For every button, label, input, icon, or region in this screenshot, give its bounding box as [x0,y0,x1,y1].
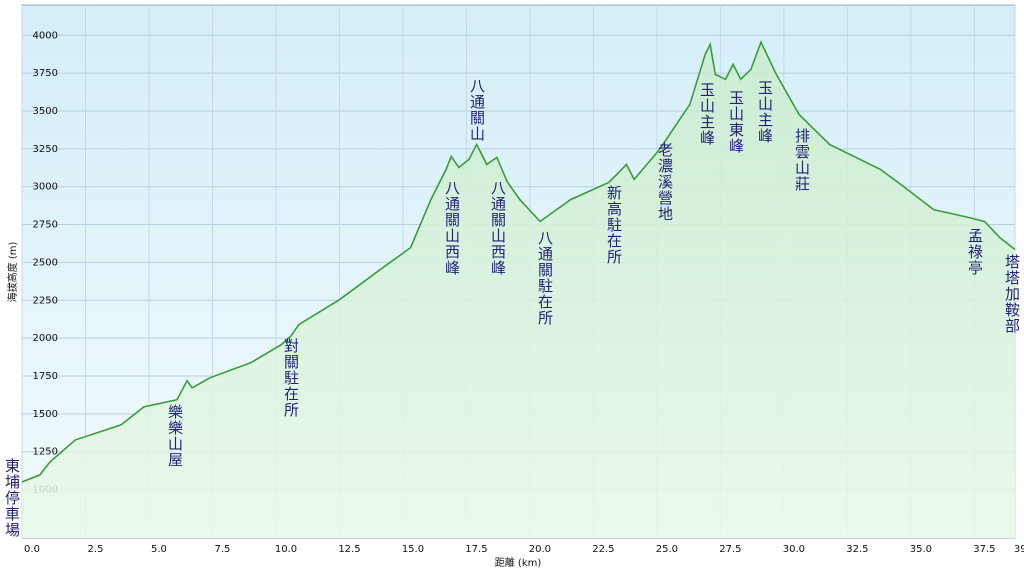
y-tick-label: 2000 [33,333,58,344]
y-tick-label: 4000 [33,30,58,41]
annotation: 塔塔加鞍部 [1003,254,1021,334]
y-tick-label: 2750 [33,220,58,231]
y-tick-label: 3750 [33,68,58,79]
annotation: 八通關山西峰 [443,180,461,276]
x-tick-label: 30.0 [783,544,805,555]
x-axis-title: 距離 (km) [495,556,542,569]
y-tick-label: 3250 [33,144,58,155]
y-tick-label: 1250 [33,447,58,458]
x-tick-label: 39.1 [1014,544,1024,555]
annotation: 八通關駐在所 [536,230,554,326]
annotation: 樂樂山屋 [166,404,184,468]
annotation: 對關駐在所 [282,338,300,418]
annotation: 玉山主峰 [756,80,774,144]
y-axis-title: 海拔高度 (m) [6,242,19,303]
x-tick-label: 27.5 [719,544,741,555]
annotation: 東埔停車場 [3,458,21,538]
y-tick-label: 3000 [33,182,58,193]
x-tick-label: 25.0 [656,544,678,555]
annotation: 玉山東峰 [727,90,745,154]
line [21,40,1016,483]
x-tick-label: 10.0 [275,544,297,555]
annotation: 八通關山 [468,78,486,142]
y-tick-label: 3500 [33,106,58,117]
x-tick-label: 7.5 [215,544,231,555]
x-tick-label: 12.5 [338,544,360,555]
x-tick-label: 5.0 [151,544,167,555]
annotation: 排雲山莊 [793,128,811,192]
annotation: 老濃溪營地 [656,142,674,222]
x-tick-label: 2.5 [88,544,104,555]
x-tick-label: 15.0 [402,544,424,555]
x-tick-label: 17.5 [465,544,487,555]
annotation: 孟祿亭 [966,228,984,276]
area [22,42,1015,538]
x-tick-label: 20.0 [529,544,551,555]
x-tick-label: 22.5 [592,544,614,555]
annotation: 玉山主峰 [698,82,716,146]
y-tick-label: 2500 [33,257,58,268]
y-tick-label: 1500 [33,409,58,420]
annotation: 八通關山西峰 [489,180,507,276]
x-tick-label: 0.0 [24,544,40,555]
y-tick-label: 1750 [33,371,58,382]
y-tick-label: 2250 [33,295,58,306]
annotation: 新高駐在所 [605,185,623,265]
x-tick-label: 37.5 [973,544,995,555]
x-tick-label: 35.0 [910,544,932,555]
x-tick-label: 32.5 [846,544,868,555]
